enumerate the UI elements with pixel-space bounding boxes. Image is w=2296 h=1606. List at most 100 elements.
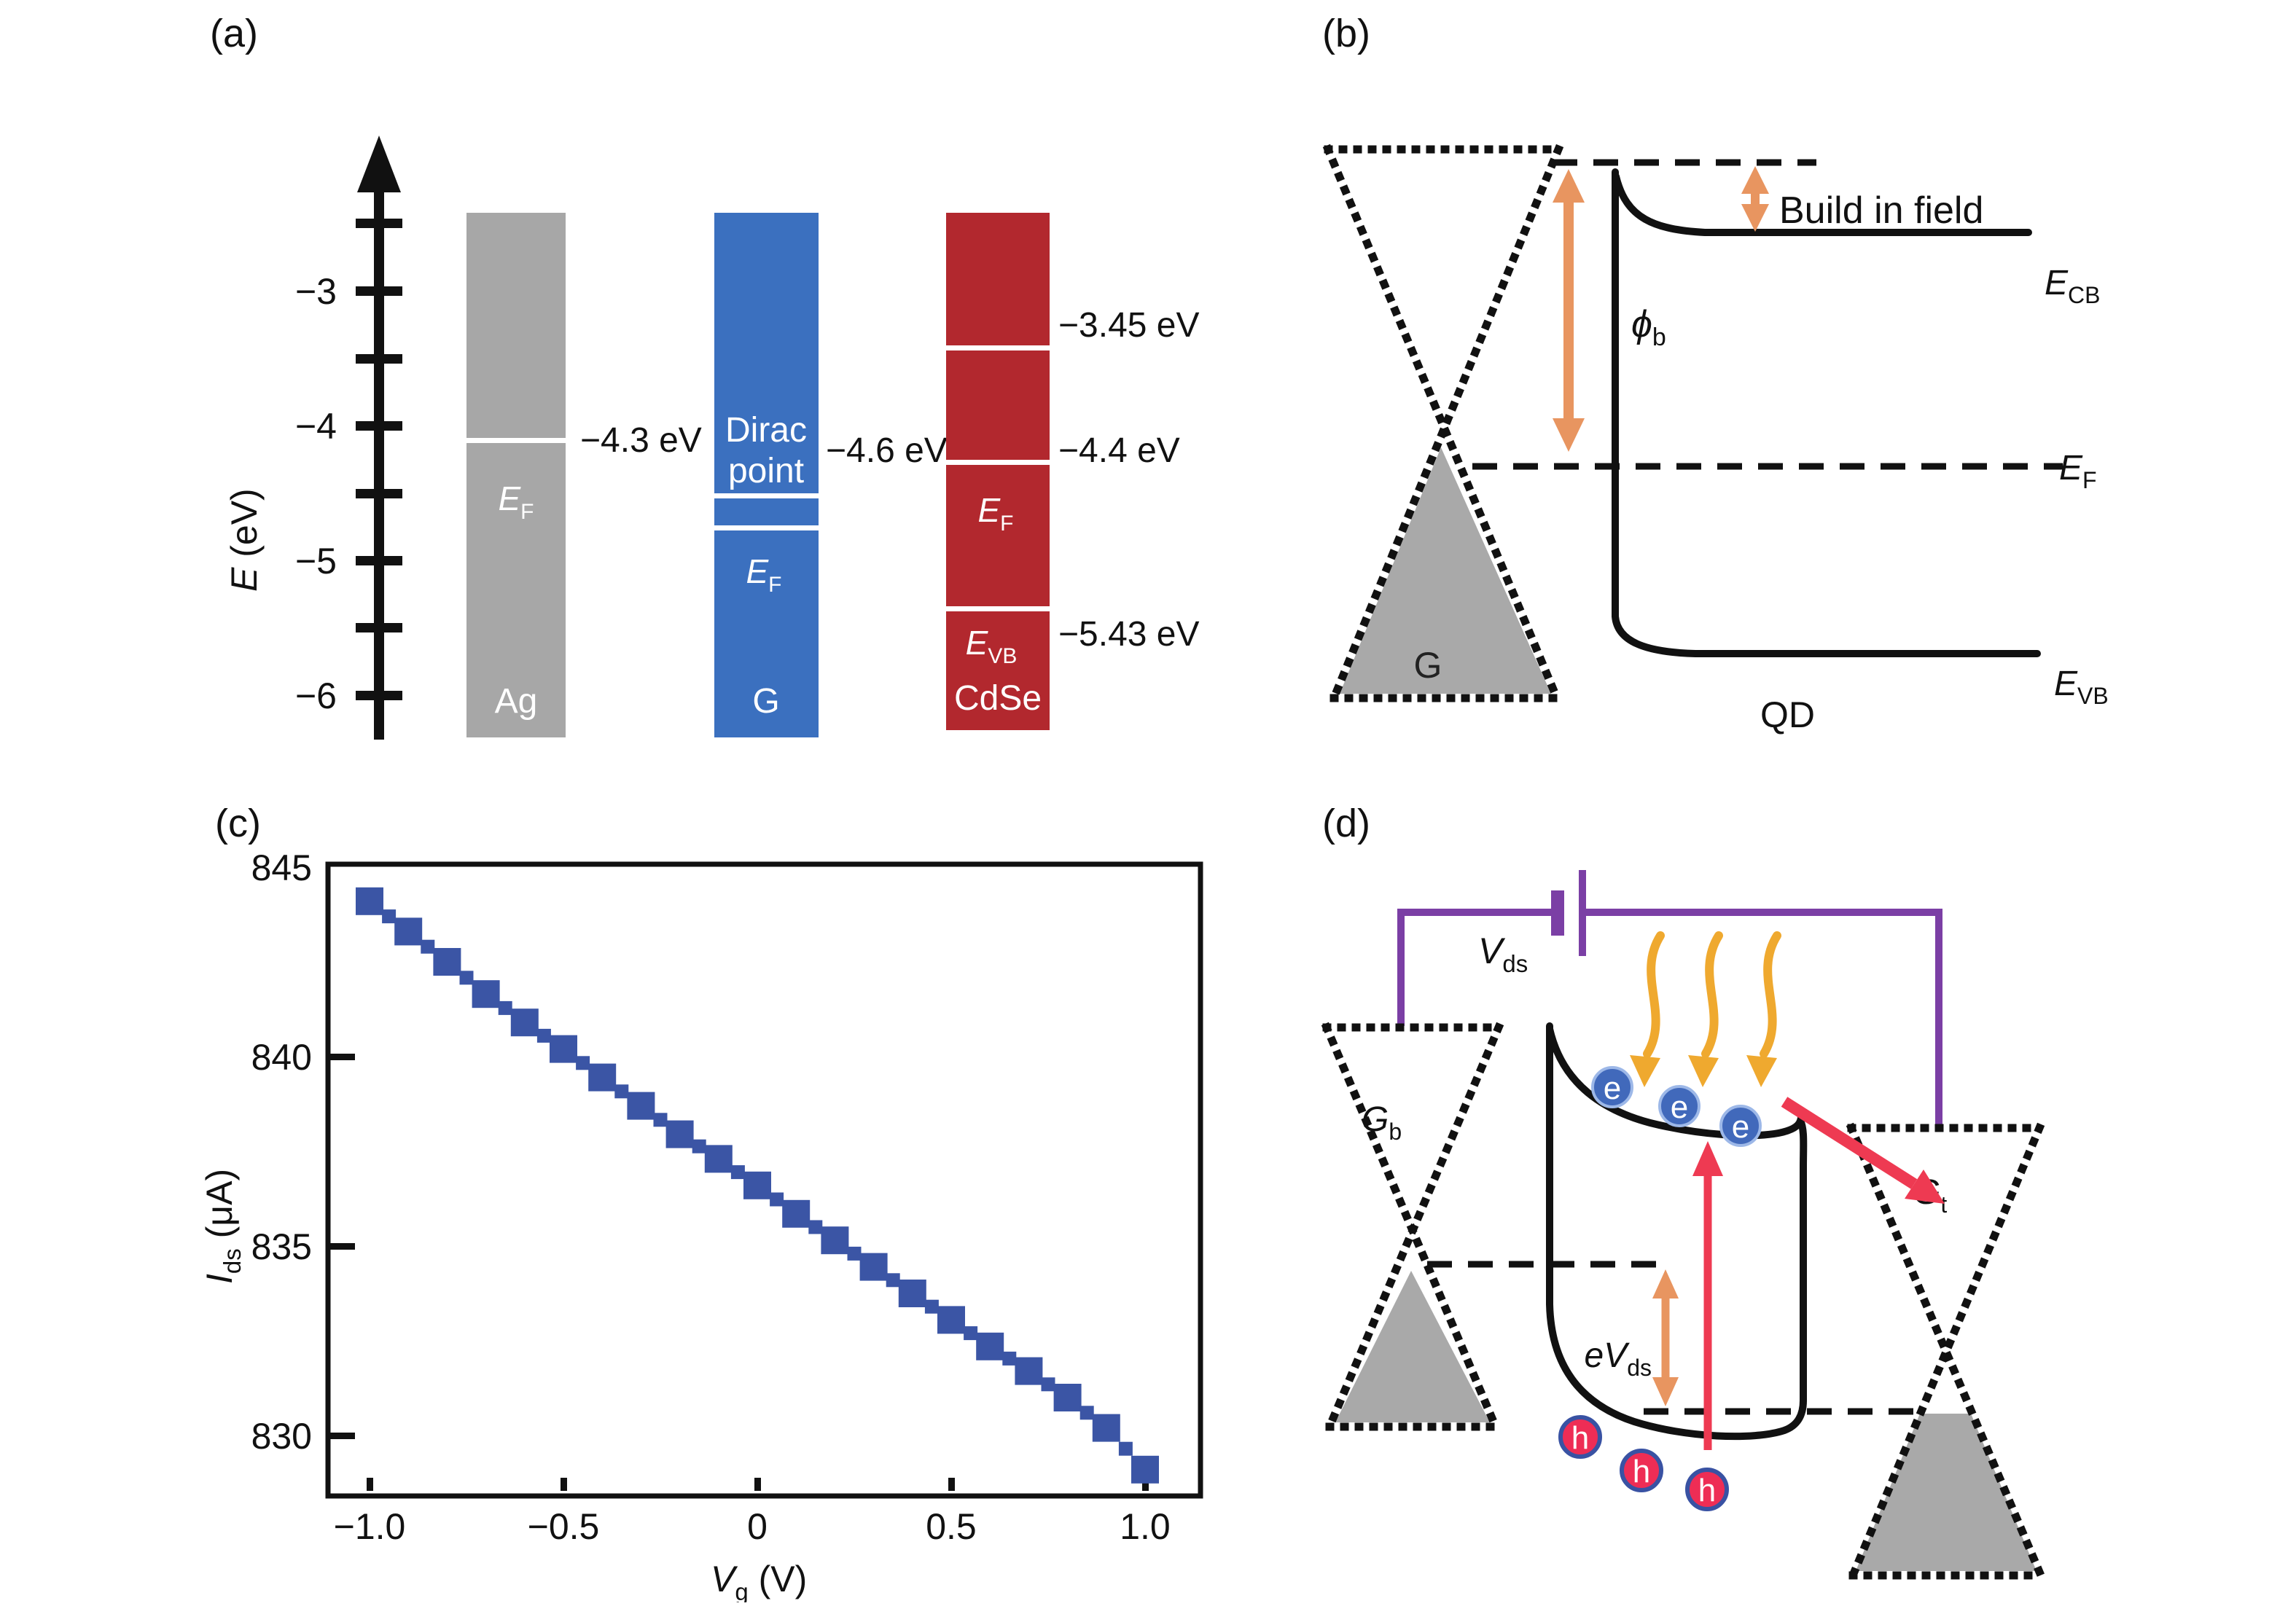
- arrow-head-up-icon: [1692, 1141, 1723, 1176]
- panel-d: (d) Vds Gb Gt: [1321, 802, 2047, 1581]
- data-point: [808, 1220, 823, 1234]
- graphene-band-bar: Dirac point EF G −4.6 eV: [714, 213, 948, 737]
- axis-tick: [356, 286, 402, 296]
- dirac-label-2: point: [728, 452, 804, 490]
- axis-tick-label: −4: [295, 406, 337, 447]
- wire-right: [1583, 909, 1942, 1127]
- data-point: [459, 971, 474, 985]
- bottom-graphene-cone: Gb: [1321, 1022, 1504, 1433]
- x-tick: [1142, 1478, 1149, 1491]
- data-point: [627, 1092, 655, 1120]
- electron-icon: [1719, 1105, 1762, 1147]
- cone-side: [1322, 144, 1563, 704]
- y-axis-title: Ids (μA): [199, 1169, 246, 1284]
- cdse-fermi-value: −4.4 eV: [1058, 431, 1180, 470]
- arrow-head-down-icon: [1630, 1055, 1660, 1087]
- ag-name-label: Ag: [495, 682, 538, 721]
- data-point: [886, 1273, 900, 1288]
- arrow-head-up-icon: [1741, 166, 1769, 194]
- panel-d-label: (d): [1322, 802, 1370, 845]
- data-point: [421, 939, 435, 954]
- build-in-field-label: Build in field: [1779, 189, 1983, 232]
- electron-label: e: [1671, 1089, 1688, 1125]
- cone-side: [1324, 1022, 1504, 1433]
- electron-transfer-arrow: [1781, 1097, 1945, 1204]
- data-point: [730, 1165, 745, 1180]
- ag-fermi-label: EF: [498, 479, 534, 524]
- arrow-head-up-icon: [1553, 169, 1585, 203]
- cdse-name-label: CdSe: [954, 679, 1042, 718]
- hole-icon: [1558, 1415, 1602, 1459]
- battery-short-plate-icon: [1551, 890, 1564, 936]
- data-point: [472, 980, 500, 1008]
- data-point: [770, 1192, 784, 1207]
- arrow-shaft: [1781, 1097, 1918, 1189]
- vds-label: Vds: [1478, 931, 1528, 977]
- arrow-head-down-icon: [1652, 1377, 1679, 1406]
- dirac-label-1: Dirac: [725, 411, 807, 450]
- axis-tick-label: −6: [295, 675, 337, 716]
- y-tick-label: 845: [251, 847, 312, 888]
- data-point: [704, 1145, 733, 1173]
- phi-b-label: ϕb: [1631, 303, 1666, 351]
- build-in-field-arrow: [1741, 166, 1769, 232]
- data-point: [536, 1028, 551, 1043]
- data-point: [510, 1008, 539, 1037]
- x-tick-label: −0.5: [528, 1506, 600, 1547]
- cone-filled-states: [1856, 1414, 2037, 1571]
- panel-b-label: (b): [1322, 12, 1370, 55]
- ag-band-bar: EF Ag −4.3 eV: [466, 213, 702, 737]
- arrow-head-up-icon: [1652, 1269, 1679, 1298]
- hole-icon: [1685, 1468, 1729, 1511]
- axis-tick-label: −5: [295, 541, 337, 581]
- ag-level-value: −4.3 eV: [580, 421, 702, 460]
- arrow-head-down-icon: [1688, 1055, 1719, 1087]
- qd-label: QD: [1760, 694, 1815, 735]
- energy-axis-title: E (eV): [224, 488, 265, 592]
- panel-c: (c) 845 840 835 830 −1.0 −0.5 0 0.5 1.0 …: [199, 802, 1203, 1605]
- cdse-band-bar: EF EVB CdSe −3.45 eV −4.4 eV −5.43 eV: [946, 213, 1200, 730]
- data-point: [550, 1035, 577, 1063]
- arrow-head-down-icon: [1553, 418, 1585, 452]
- arrow-head-down-icon: [1746, 1055, 1777, 1087]
- axis-tick: [356, 623, 402, 632]
- y-tick-label: 840: [251, 1037, 312, 1078]
- qd-valence-band-curve: [1546, 1022, 1807, 1441]
- holes: h h h: [1558, 1415, 1729, 1511]
- data-series-ids-vs-vg: [356, 887, 1159, 1484]
- evds-label: eVds: [1584, 1336, 1652, 1381]
- panel-a-label: (a): [210, 12, 258, 55]
- electrons: e e e: [1591, 1066, 1762, 1147]
- data-point: [782, 1199, 811, 1228]
- axis-tick: [356, 421, 402, 431]
- cdse-bar: [946, 213, 1050, 730]
- cdse-vb-label: EVB: [966, 624, 1018, 668]
- ag-bar: [466, 213, 566, 737]
- photon-arrows: [1630, 931, 1781, 1087]
- x-tick: [754, 1478, 761, 1491]
- battery-long-plate-icon: [1579, 870, 1586, 956]
- axis-tick: [356, 691, 402, 700]
- data-point: [743, 1171, 771, 1199]
- x-tick-label: 0: [747, 1506, 768, 1547]
- data-point: [1002, 1351, 1017, 1366]
- data-point: [1041, 1377, 1055, 1392]
- ecb-label: ECB: [2045, 264, 2100, 308]
- graphene-fermi-line: [714, 525, 819, 530]
- data-point: [356, 887, 383, 915]
- hole-label: h: [1698, 1473, 1716, 1508]
- qd-valence-band-curve: [1612, 168, 2041, 657]
- data-point: [847, 1246, 862, 1261]
- panel-b: (b) G Build in field ϕb: [1322, 12, 2109, 735]
- electron-label: e: [1732, 1109, 1749, 1145]
- y-tick-label: 835: [251, 1226, 312, 1267]
- y-tick: [330, 1433, 355, 1439]
- data-point: [1092, 1414, 1120, 1442]
- electron-icon: [1658, 1085, 1700, 1127]
- data-point: [653, 1113, 668, 1127]
- cdse-fermi-line: [946, 460, 1050, 465]
- data-point: [859, 1253, 888, 1281]
- arrow-head-down-icon: [1741, 204, 1769, 232]
- cone-filled-states: [1335, 1271, 1490, 1422]
